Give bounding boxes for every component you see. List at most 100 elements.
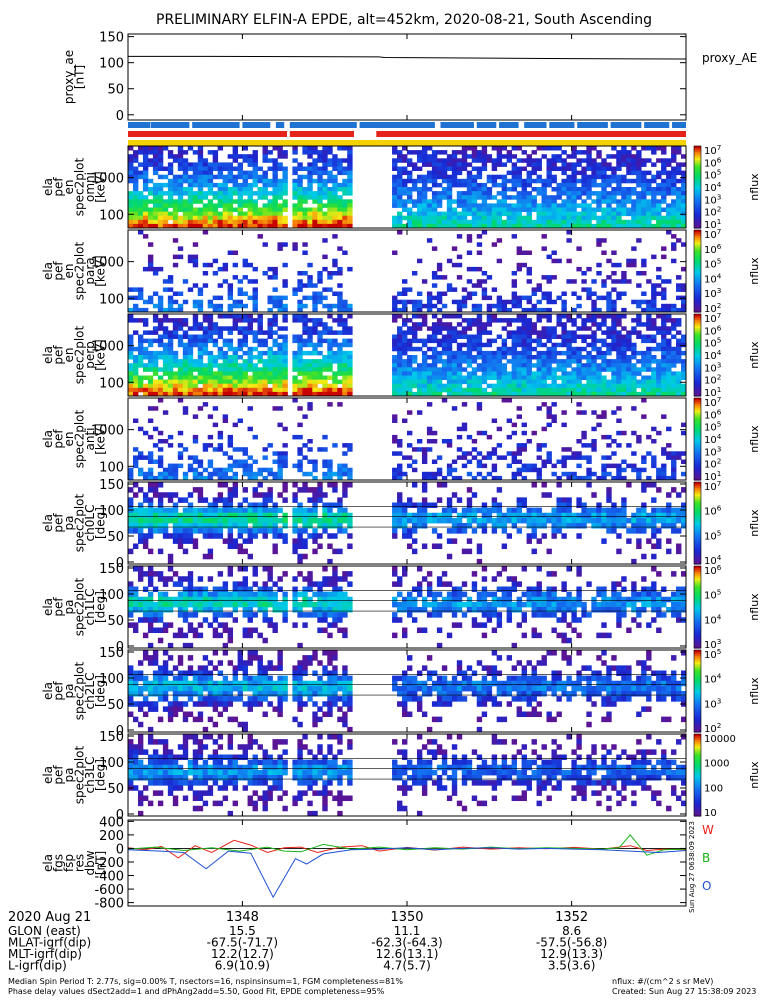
heatmap-cell (566, 391, 572, 397)
heatmap-cell (132, 383, 139, 389)
heatmap-cell (247, 318, 253, 323)
heatmap-cell (556, 146, 562, 151)
heatmap-cell (317, 291, 323, 296)
heatmap-cell (671, 350, 677, 356)
heatmap-cell (481, 475, 488, 481)
heatmap-cell (207, 223, 214, 229)
heatmap-cell (671, 379, 677, 385)
heatmap-cell (342, 326, 348, 331)
heatmap-cell (177, 223, 184, 229)
heatmap-cell (302, 553, 308, 560)
heatmap-cell (307, 219, 313, 225)
heatmap-cell (661, 355, 667, 360)
colorbar-swatch (694, 201, 701, 204)
heatmap-cell (132, 219, 139, 225)
heatmap-cell (426, 303, 433, 309)
heatmap-cell (167, 371, 174, 376)
heatmap-cell (217, 379, 224, 385)
heatmap-cell (332, 174, 338, 180)
heatmap-cell (671, 363, 677, 368)
heatmap-cell (481, 355, 488, 360)
heatmap-cell (641, 258, 647, 264)
heatmap-cell (596, 219, 602, 225)
heatmap-cell (192, 387, 199, 393)
heatmap-cell (521, 363, 527, 368)
colorbar-swatch (694, 256, 701, 260)
heatmap-cell (481, 223, 488, 229)
heatmap-cell (128, 170, 134, 176)
heatmap-cell (516, 467, 522, 473)
heatmap-cell (132, 211, 139, 217)
heatmap-cell (621, 307, 627, 313)
heatmap-cell (197, 523, 204, 529)
heatmap-cell (516, 379, 522, 385)
heatmap-cell (616, 322, 622, 327)
heatmap-cell (466, 207, 473, 212)
heatmap-cell (132, 507, 139, 514)
heatmap-cell (481, 203, 488, 208)
heatmap-cell (342, 355, 348, 360)
heatmap-cell (217, 430, 224, 436)
heatmap-cell (641, 187, 647, 192)
heatmap-cell (581, 150, 587, 155)
heatmap-cell (202, 379, 209, 385)
heatmap-cell (302, 271, 308, 276)
colorbar-swatch (694, 258, 701, 262)
heatmap-cell (157, 391, 164, 397)
heatmap-cell (282, 538, 288, 544)
heatmap-cell (177, 375, 184, 380)
heatmap-cell (332, 191, 338, 196)
heatmap-cell (631, 207, 637, 212)
heatmap-cell (626, 219, 632, 225)
heatmap-cell (272, 191, 278, 196)
heatmap-cell (496, 158, 503, 163)
heatmap-cell (626, 195, 632, 200)
heatmap-cell (272, 502, 278, 509)
heatmap-cell (436, 391, 443, 397)
heatmap-cell (207, 314, 214, 319)
heatmap-cell (576, 359, 582, 364)
heatmap-cell (232, 355, 239, 360)
heatmap-cell (446, 314, 453, 319)
heatmap-cell (556, 367, 562, 372)
heatmap-cell (606, 291, 612, 296)
heatmap-cell (307, 162, 313, 167)
colorbar-swatch (694, 180, 701, 184)
heatmap-cell (167, 383, 174, 389)
heatmap-cell (177, 543, 184, 550)
heatmap-cell (317, 487, 323, 493)
heatmap-cell (177, 254, 184, 260)
heatmap-cell (421, 211, 428, 217)
heatmap-cell (441, 363, 448, 368)
heatmap-cell (207, 303, 214, 309)
heatmap-cell (282, 318, 288, 323)
heatmap-cell (571, 346, 577, 352)
heatmap-cell (561, 166, 567, 171)
heatmap-cell (441, 275, 448, 280)
heatmap-cell (202, 174, 209, 180)
heatmap-cell (611, 391, 617, 397)
heatmap-cell (436, 291, 443, 296)
heatmap-cell (546, 314, 552, 319)
heatmap-cell (501, 219, 508, 225)
heatmap-cell (506, 223, 513, 229)
heatmap-cell (272, 355, 278, 360)
heatmap-cell (272, 391, 278, 397)
heatmap-cell (327, 223, 333, 229)
colorbar-swatch (694, 367, 701, 370)
heatmap-cell (302, 219, 308, 225)
heatmap-cell (506, 330, 513, 335)
heatmap-cell (307, 363, 313, 368)
heatmap-cell (397, 350, 403, 356)
heatmap-cell (556, 187, 562, 192)
heatmap-cell (456, 262, 463, 268)
heatmap-cell (332, 359, 338, 364)
heatmap-cell (407, 443, 413, 448)
colorbar-swatch (694, 164, 701, 168)
heatmap-cell (177, 379, 184, 385)
heatmap-cell (347, 314, 353, 319)
heatmap-cell (302, 387, 308, 393)
heatmap-cell (571, 355, 577, 360)
heatmap-cell (586, 215, 592, 221)
heatmap-cell (202, 314, 209, 319)
